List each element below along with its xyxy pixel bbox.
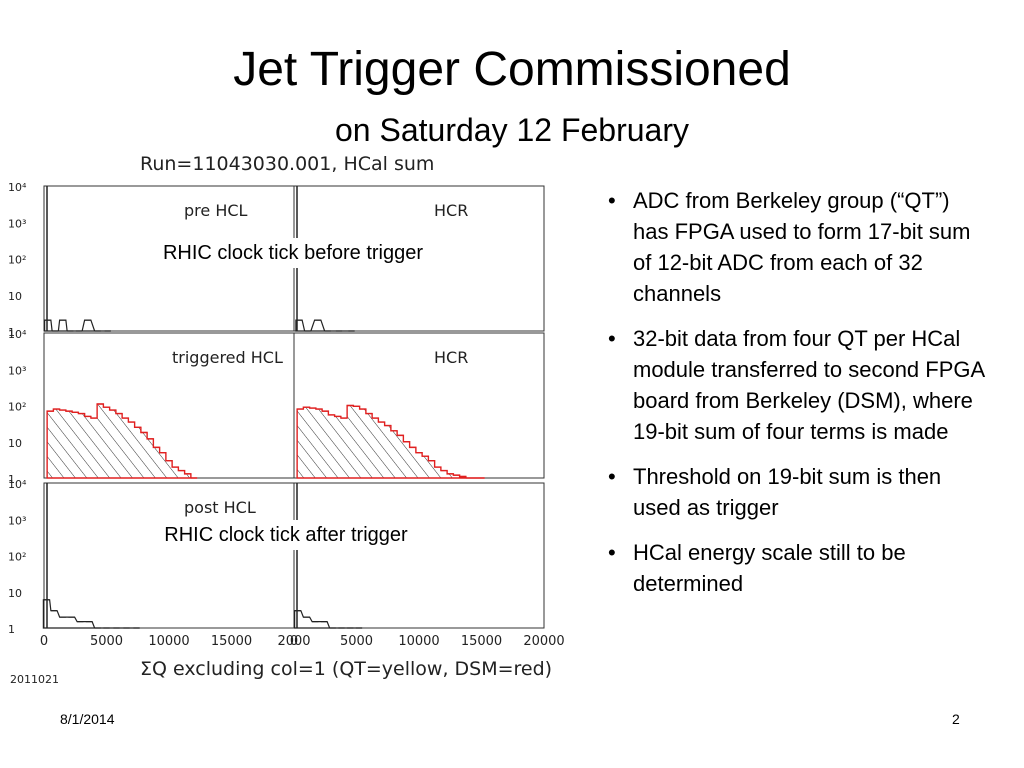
panel-frame [43,482,295,629]
y-tick-label: 10⁴ [8,478,27,491]
page-number: 2 [952,711,960,727]
y-tick-label: 10³ [8,514,26,527]
figure-title: Run=11043030.001, HCal sum [140,153,434,175]
bullet-item: Threshold on 19-bit sum is then used as … [602,461,987,523]
histogram-series [295,319,355,332]
footer-date: 8/1/2014 [60,711,115,727]
bullet-item: HCal energy scale still to be determined [602,537,987,599]
y-tick-label: 10 [8,437,22,450]
panel-frame [293,482,545,629]
y-tick-label: 10 [8,290,22,303]
y-tick-label: 10⁴ [8,181,27,194]
histogram-panel [293,482,545,629]
y-tick-label: 10⁴ [8,328,27,341]
y-tick-label: 1 [8,623,15,636]
x-tick-label: 5000 [340,634,373,649]
y-tick-label: 10³ [8,217,26,230]
x-tick-label: 0 [290,634,298,649]
histogram-panel: post HCL [42,482,295,629]
bullet-list: ADC from Berkeley group (“QT”) has FPGA … [602,185,987,613]
figure-footer-tag: 2011021 [10,673,59,686]
y-tick-label: 1 [8,473,15,486]
y-tick-label: 10² [8,401,26,414]
histogram-panel: triggered HCL [43,332,295,479]
bullet-item: 32-bit data from four QT per HCal module… [602,323,987,447]
x-tick-label: 2000 [277,634,310,649]
histogram-series [42,599,140,629]
x-tick-label: 20000 [523,634,564,649]
x-tick-label: 5000 [90,634,123,649]
x-tick-label: 15000 [461,634,502,649]
y-tick-label: 10² [8,551,26,564]
slide-title: Jet Trigger Commissioned [233,43,791,96]
panel-label: HCR [434,201,468,220]
y-tick-label: 10² [8,254,26,267]
histogram-series [44,319,111,332]
y-tick-label: 1 [8,326,15,339]
panel-label: post HCL [184,498,256,517]
callout-after-trigger: RHIC clock tick after trigger [160,520,412,550]
slide-subtitle: on Saturday 12 February [335,112,689,148]
histogram-figure: Run=11043030.001, HCal sum 10⁴10³10²1011… [8,153,565,686]
panel-label: HCR [434,348,468,367]
figure-xlabel: ΣQ excluding col=1 (QT=yellow, DSM=red) [140,658,552,680]
y-tick-label: 10 [8,587,22,600]
histogram-panel: HCR [293,332,545,479]
panel-label: triggered HCL [172,348,283,367]
y-tick-label: 10³ [8,364,26,377]
bullet-item: ADC from Berkeley group (“QT”) has FPGA … [602,185,987,309]
x-tick-label: 10000 [398,634,439,649]
x-tick-label: 15000 [211,634,252,649]
x-tick-label: 10000 [148,634,189,649]
callout-before-trigger: RHIC clock tick before trigger [160,238,426,268]
x-tick-label: 0 [40,634,48,649]
panel-label: pre HCL [184,201,248,220]
histogram-series [296,404,485,479]
histogram-series [294,610,363,629]
